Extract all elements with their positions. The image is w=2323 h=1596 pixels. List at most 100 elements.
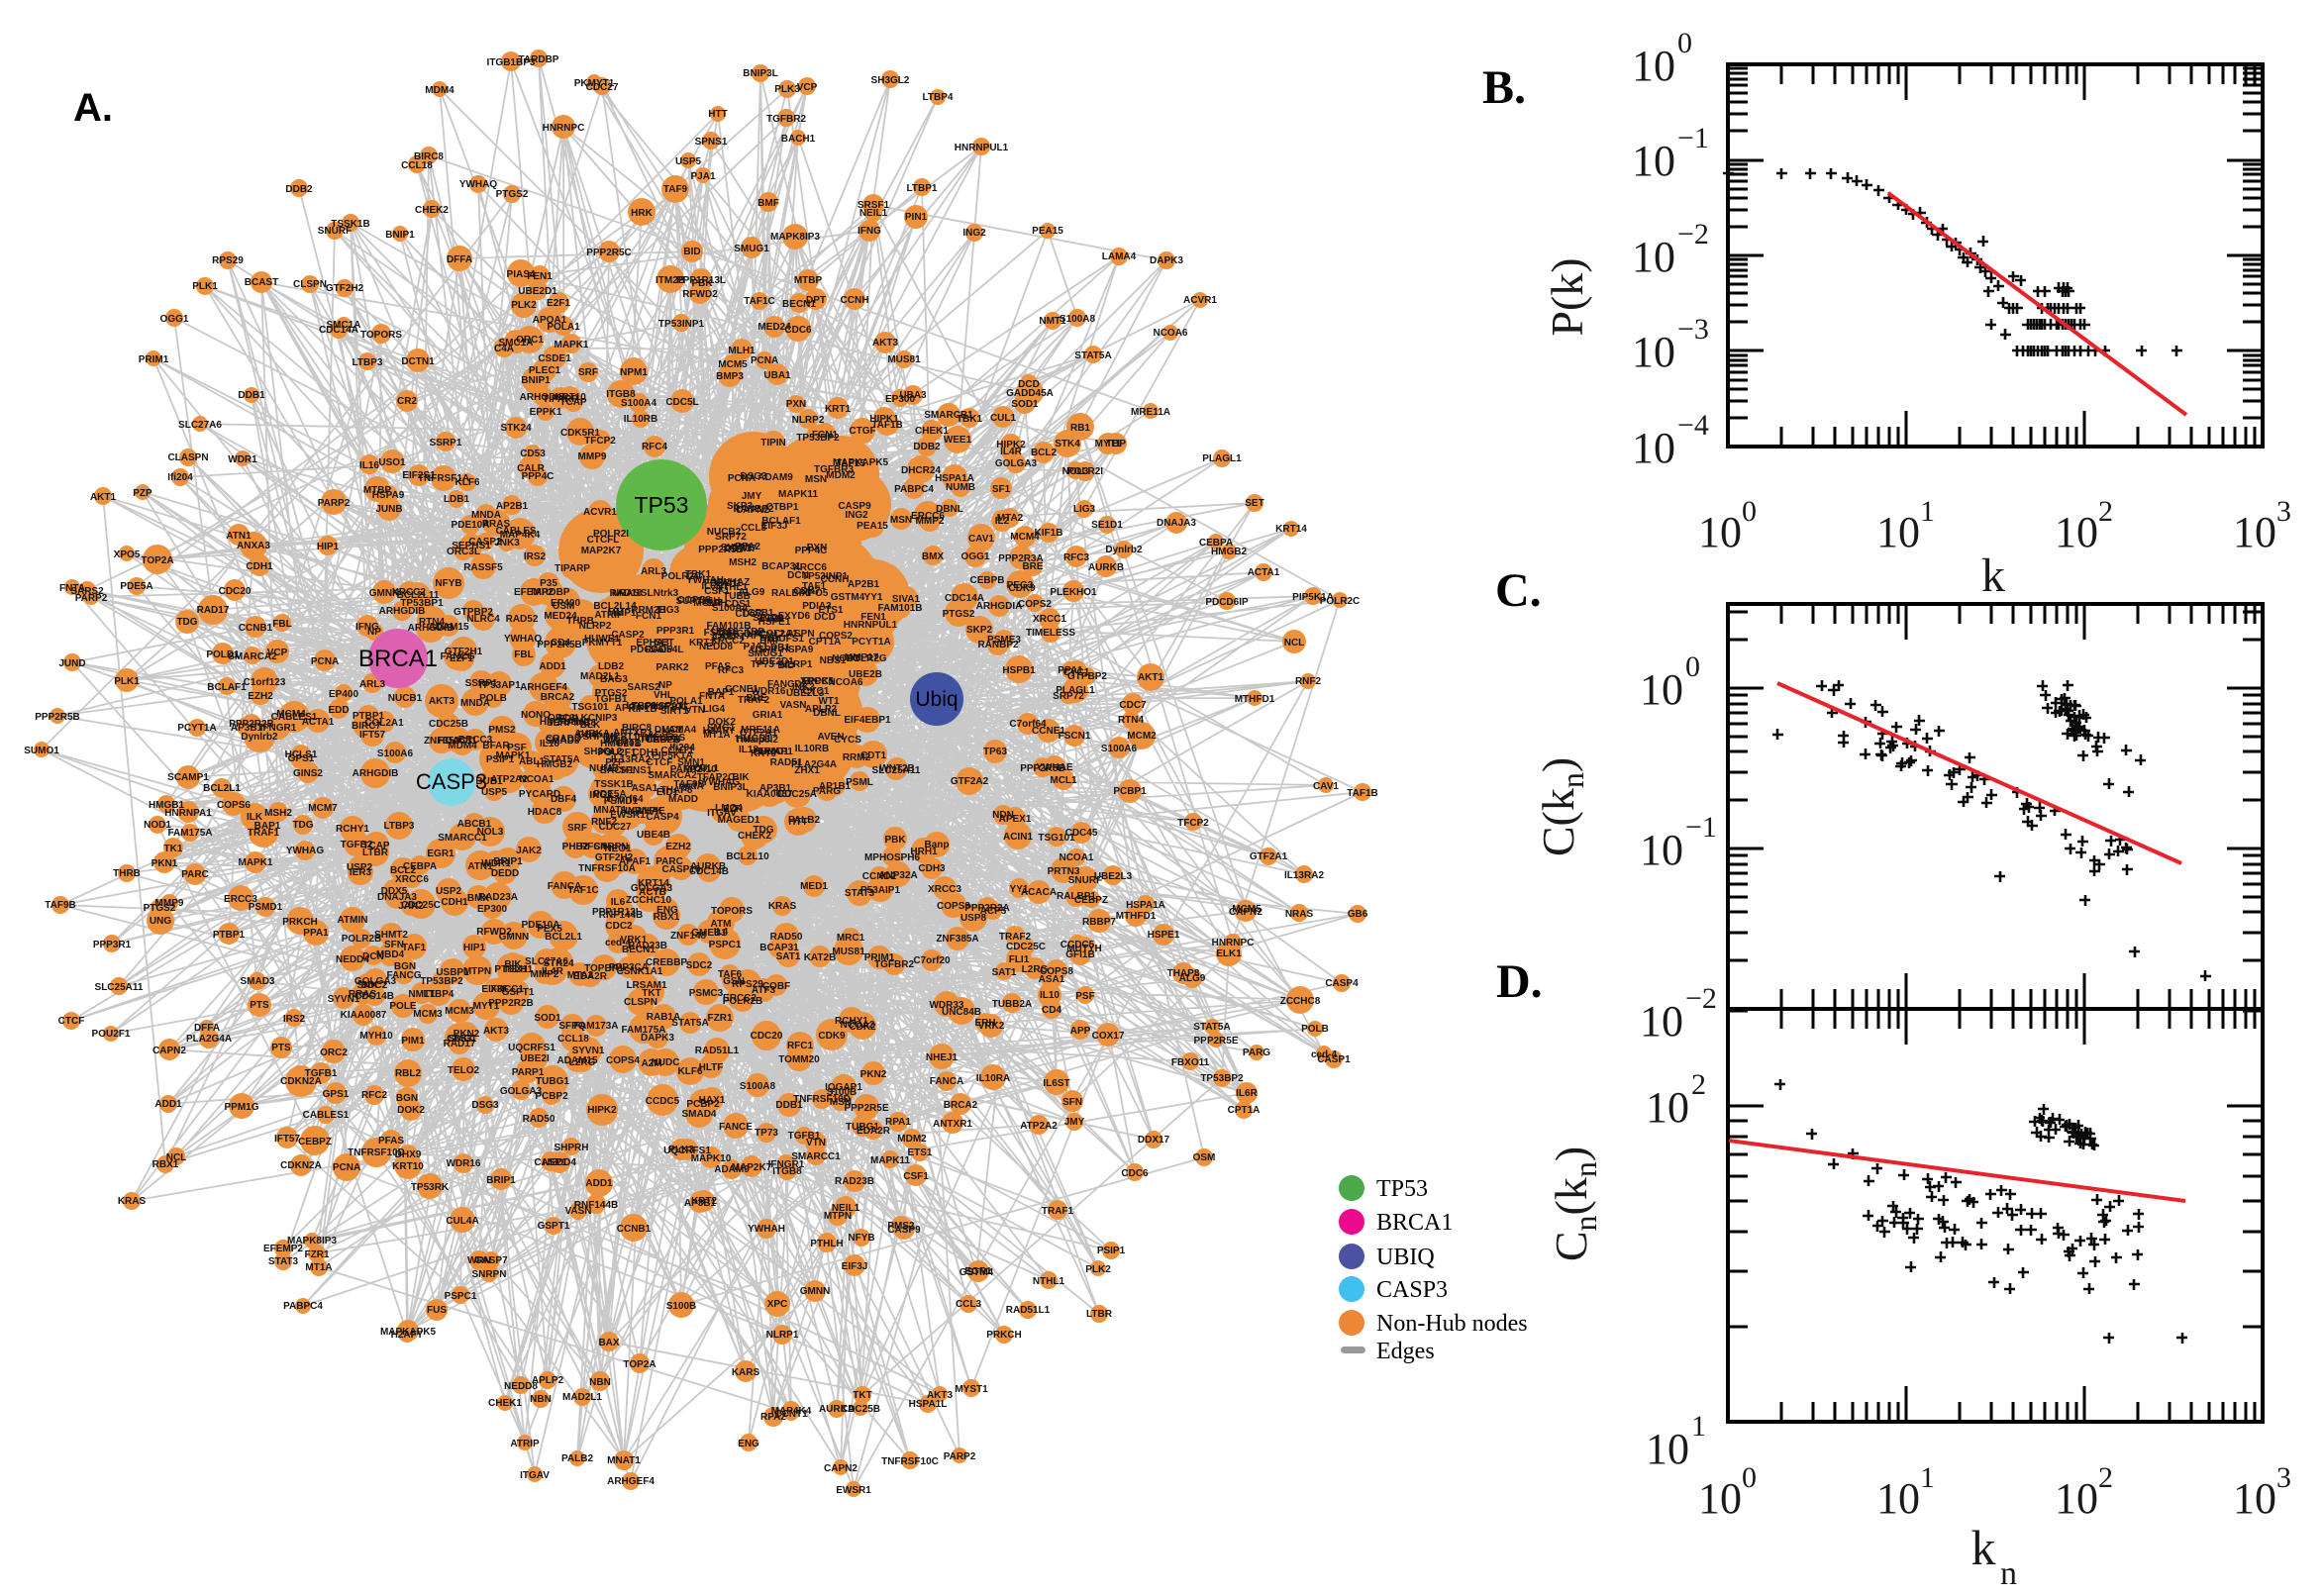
svg-text:PABPC4: PABPC4 <box>894 484 934 495</box>
svg-text:EZH2: EZH2 <box>665 842 691 852</box>
svg-text:STK24: STK24 <box>500 423 532 434</box>
svg-text:−1: −1 <box>1685 811 1717 844</box>
svg-text:MAPK11: MAPK11 <box>778 489 818 500</box>
svg-text:TP53: TP53 <box>635 492 689 518</box>
svg-text:BRE: BRE <box>746 693 766 704</box>
svg-text:THAP8: THAP8 <box>1167 968 1200 979</box>
svg-text:LTBP4: LTBP4 <box>923 92 954 103</box>
svg-text:TP73: TP73 <box>751 659 774 670</box>
svg-text:PLAGL1: PLAGL1 <box>1202 453 1242 464</box>
svg-text:NCL: NCL <box>1284 638 1305 648</box>
svg-text:CASP9: CASP9 <box>838 501 871 512</box>
svg-text:SLNtrk3: SLNtrk3 <box>641 588 679 599</box>
svg-text:HTT: HTT <box>708 109 727 120</box>
svg-text:FAM101B: FAM101B <box>706 621 751 632</box>
svg-text:PPP2R5B: PPP2R5B <box>698 545 744 555</box>
svg-text:ING2: ING2 <box>589 790 613 801</box>
svg-text:TGFB1: TGFB1 <box>788 1131 821 1142</box>
svg-text:FBL: FBL <box>272 619 291 630</box>
svg-text:TGFB1: TGFB1 <box>305 1068 338 1079</box>
svg-text:10: 10 <box>2055 1474 2098 1523</box>
svg-text:ARHGDIA: ARHGDIA <box>976 601 1023 612</box>
svg-text:−2: −2 <box>1685 982 1717 1015</box>
svg-text:SRF: SRF <box>567 823 587 834</box>
svg-text:TAF1: TAF1 <box>402 943 427 953</box>
svg-text:BAP1: BAP1 <box>254 821 281 832</box>
svg-text:HSPE1: HSPE1 <box>1148 930 1180 941</box>
svg-text:ACP5: ACP5 <box>980 906 1007 917</box>
svg-text:RAD50: RAD50 <box>523 1114 556 1125</box>
svg-text:BMF: BMF <box>759 636 781 647</box>
svg-text:RBL2: RBL2 <box>395 1068 422 1079</box>
svg-text:HCLS1: HCLS1 <box>285 749 318 760</box>
svg-text:UBA3: UBA3 <box>711 627 739 638</box>
svg-text:CASP3: CASP3 <box>1376 1277 1448 1303</box>
svg-text:SMAD3: SMAD3 <box>240 976 274 987</box>
svg-text:HNRNPC: HNRNPC <box>1212 938 1255 948</box>
svg-text:TIPARP: TIPARP <box>555 563 590 574</box>
svg-text:VHL: VHL <box>654 690 673 701</box>
svg-text:k: k <box>1981 549 2005 602</box>
svg-text:SRP72: SRP72 <box>715 532 747 543</box>
svg-text:WEE1: WEE1 <box>944 435 972 446</box>
svg-text:BAX: BAX <box>598 1338 619 1348</box>
svg-text:Dynlrb2: Dynlrb2 <box>1105 545 1143 555</box>
svg-text:CCNH: CCNH <box>821 574 850 585</box>
svg-text:10: 10 <box>1646 1425 1689 1473</box>
svg-text:MAPKAPK5: MAPKAPK5 <box>833 457 889 468</box>
svg-text:BCAP31: BCAP31 <box>761 561 801 572</box>
svg-text:PLK2: PLK2 <box>511 300 537 311</box>
svg-text:CDK5R1: CDK5R1 <box>560 428 600 439</box>
svg-text:LIG3: LIG3 <box>1073 504 1096 515</box>
svg-text:BCAST: BCAST <box>245 277 278 288</box>
svg-text:RANBP2: RANBP2 <box>977 640 1019 650</box>
svg-text:−2: −2 <box>1677 218 1709 250</box>
svg-text:ADAM15: ADAM15 <box>556 1055 598 1066</box>
svg-text:YY1: YY1 <box>1010 884 1029 895</box>
svg-text:RAD52: RAD52 <box>506 614 539 625</box>
svg-text:WDR16: WDR16 <box>446 1158 480 1169</box>
svg-text:RNF144B: RNF144B <box>574 1200 618 1211</box>
svg-text:MCL1: MCL1 <box>1050 775 1077 786</box>
svg-text:PALB2: PALB2 <box>561 1453 593 1464</box>
svg-text:SLC25A11: SLC25A11 <box>95 982 144 993</box>
svg-text:COPS2: COPS2 <box>819 631 853 642</box>
svg-text:ZNF148: ZNF148 <box>670 931 707 942</box>
svg-text:IL4R: IL4R <box>1000 447 1022 457</box>
svg-text:LAMA4: LAMA4 <box>1102 251 1137 262</box>
svg-text:MYH10: MYH10 <box>359 1031 393 1042</box>
svg-text:TBP: TBP <box>745 627 764 638</box>
svg-text:NUCB1: NUCB1 <box>388 693 423 704</box>
svg-text:XRCC2: XRCC2 <box>711 636 745 647</box>
svg-text:EP300: EP300 <box>477 904 507 915</box>
svg-text:TNFRSF10C: TNFRSF10C <box>881 1456 939 1467</box>
svg-text:NBN: NBN <box>530 1394 552 1405</box>
svg-text:CDK9: CDK9 <box>1008 583 1036 594</box>
svg-text:MCM5: MCM5 <box>1232 904 1262 915</box>
svg-text:LDB2: LDB2 <box>598 661 625 672</box>
svg-text:CHEK1: CHEK1 <box>488 1398 522 1409</box>
svg-text:TP63: TP63 <box>983 747 1007 757</box>
svg-text:USP8: USP8 <box>751 645 777 655</box>
svg-text:CCL18: CCL18 <box>557 1034 589 1045</box>
svg-text:ATRIP: ATRIP <box>510 1439 540 1449</box>
svg-text:10: 10 <box>1632 424 1675 472</box>
svg-text:SMUG1: SMUG1 <box>734 244 769 254</box>
svg-text:FZR1: FZR1 <box>708 1013 733 1024</box>
svg-text:PHB2: PHB2 <box>562 842 589 852</box>
svg-text:CTBP1: CTBP1 <box>766 502 799 513</box>
svg-text:NLRP1: NLRP1 <box>780 659 813 670</box>
svg-text:HDAC11: HDAC11 <box>438 736 477 747</box>
svg-text:MSH2: MSH2 <box>264 808 292 819</box>
svg-text:PRTN3: PRTN3 <box>1048 866 1080 877</box>
svg-text:NEDD4: NEDD4 <box>543 1157 576 1168</box>
svg-text:TAF1C: TAF1C <box>744 296 774 307</box>
svg-text:MTBP: MTBP <box>794 275 823 286</box>
svg-text:10: 10 <box>2055 508 2098 556</box>
svg-text:1: 1 <box>1691 1410 1706 1443</box>
svg-text:BNIP3L: BNIP3L <box>713 782 749 793</box>
svg-text:TNFRSF10A: TNFRSF10A <box>578 863 636 874</box>
svg-text:UBE2D1: UBE2D1 <box>755 656 794 667</box>
svg-text:RRM2B: RRM2B <box>631 605 666 616</box>
svg-text:IL10RA: IL10RA <box>976 1073 1010 1084</box>
